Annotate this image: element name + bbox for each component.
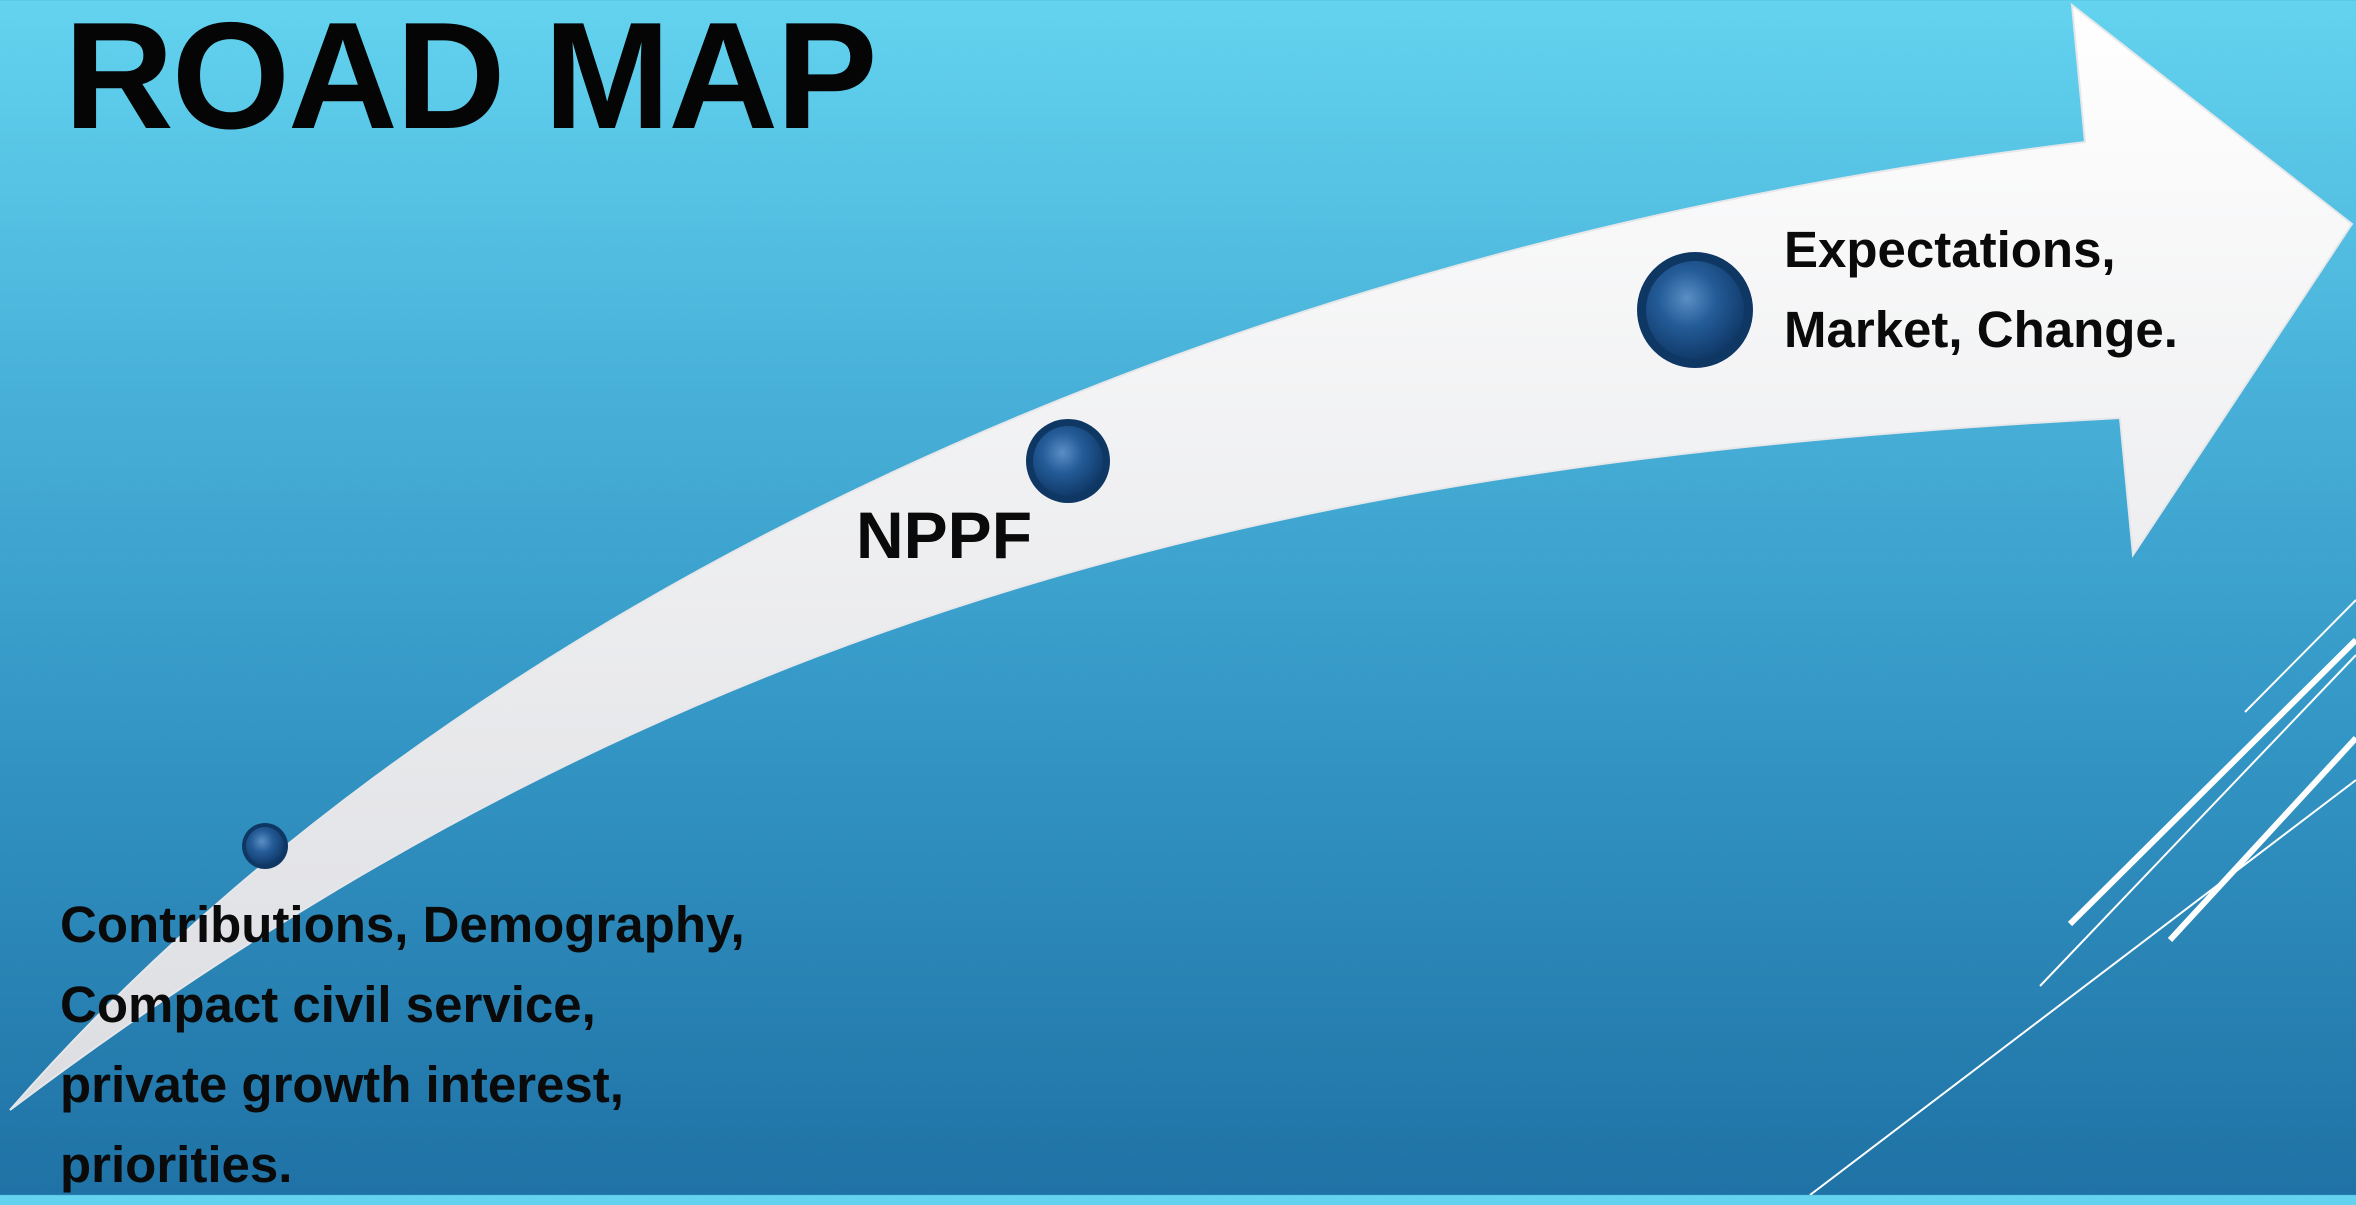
milestone-label-middle: NPPF bbox=[856, 497, 1032, 573]
milestone-dot-start bbox=[242, 823, 288, 869]
milestone-label-line: Market, Change. bbox=[1784, 301, 2178, 358]
milestone-label-end: Expectations, Market, Change. bbox=[1784, 210, 2178, 370]
slide-title: ROAD MAP bbox=[64, 0, 878, 161]
milestone-label-line: Compact civil service, bbox=[60, 976, 596, 1033]
milestone-label-line: Expectations, bbox=[1784, 221, 2116, 278]
decorative-lines bbox=[1809, 599, 2356, 1195]
milestone-label-line: priorities. bbox=[60, 1136, 293, 1193]
milestone-dot-middle bbox=[1026, 419, 1110, 503]
milestone-label-line: NPPF bbox=[856, 498, 1033, 572]
milestone-label-line: private growth interest, bbox=[60, 1056, 624, 1113]
milestone-label-start: Contributions, Demography, Compact civil… bbox=[60, 885, 745, 1205]
milestone-label-line: Contributions, Demography, bbox=[60, 896, 745, 953]
roadmap-arrow bbox=[9, 2, 2354, 1111]
milestone-dot-end bbox=[1637, 252, 1753, 368]
